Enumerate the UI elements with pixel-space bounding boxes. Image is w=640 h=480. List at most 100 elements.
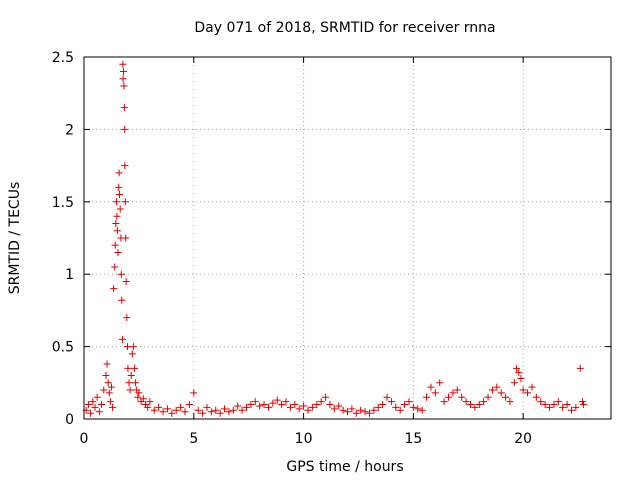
data-point (471, 403, 479, 411)
data-point (423, 393, 431, 401)
gridlines (84, 57, 611, 419)
data-point (87, 409, 95, 417)
data-point (105, 389, 113, 397)
data-point (123, 314, 131, 322)
data-point (563, 401, 571, 409)
data-point (528, 383, 536, 391)
data-point (291, 401, 299, 409)
y-tick-label: 0 (65, 412, 74, 428)
data-point (541, 401, 549, 409)
data-point (112, 220, 120, 228)
data-point (122, 277, 130, 285)
data-point (379, 401, 387, 409)
data-point (123, 343, 131, 351)
data-point (580, 401, 588, 409)
data-point (109, 403, 117, 411)
data-point (567, 406, 575, 414)
data-point (119, 60, 127, 68)
data-point (374, 403, 382, 411)
data-point (418, 406, 426, 414)
data-point (532, 393, 540, 401)
data-point (344, 408, 351, 416)
data-point (286, 403, 294, 411)
data-point (357, 406, 365, 414)
data-point (308, 403, 316, 411)
data-point (120, 82, 128, 90)
data-point (445, 393, 453, 401)
data-point (129, 343, 137, 351)
data-point (104, 379, 112, 387)
data-point (89, 398, 97, 406)
x-tick-label: 10 (295, 431, 313, 447)
data-point (113, 227, 121, 235)
data-point (111, 263, 119, 271)
data-point (414, 405, 422, 413)
data-point (106, 398, 114, 406)
data-point (159, 408, 167, 416)
data-point (392, 403, 400, 411)
data-point (493, 383, 501, 391)
data-point (144, 403, 152, 411)
data-point (462, 398, 470, 406)
data-point (121, 162, 129, 170)
data-point (120, 104, 128, 112)
data-point (502, 393, 510, 401)
data-point (488, 386, 496, 394)
data-point (401, 401, 409, 409)
data-point (453, 386, 461, 394)
data-point (251, 398, 259, 406)
x-tick-label: 20 (514, 431, 532, 447)
data-point (110, 285, 118, 293)
data-point (335, 402, 343, 410)
data-point (98, 401, 106, 409)
data-point (322, 393, 330, 401)
data-point (122, 234, 130, 242)
data-point (163, 405, 171, 413)
y-axis-label: SRMTID / TECUs (7, 182, 23, 295)
data-point (365, 409, 373, 417)
data-point (480, 398, 488, 406)
data-point (273, 396, 281, 404)
data-point (497, 389, 505, 397)
data-point (115, 183, 123, 191)
data-point (247, 401, 255, 409)
x-tick-label: 0 (80, 431, 89, 447)
data-point (295, 405, 303, 413)
data-point (326, 401, 334, 409)
data-point (300, 402, 308, 410)
data-point (199, 409, 207, 417)
data-point (466, 401, 474, 409)
data-point (578, 398, 586, 406)
data-point (117, 270, 125, 278)
data-point (431, 389, 439, 397)
data-point (134, 393, 142, 401)
data-point (126, 386, 134, 394)
data-point (510, 379, 518, 387)
data-point (513, 364, 521, 372)
data-point (458, 393, 466, 401)
data-point (84, 401, 92, 409)
data-point (190, 389, 198, 397)
data-point (269, 399, 277, 407)
data-point (242, 403, 250, 411)
x-tick-label: 15 (404, 431, 422, 447)
data-point (91, 403, 99, 411)
data-point (155, 403, 163, 411)
data-point (517, 374, 525, 382)
data-point (116, 205, 124, 213)
data-point (554, 398, 562, 406)
data-point (113, 212, 121, 220)
data-point (221, 405, 229, 413)
data-point (475, 401, 483, 409)
data-point (361, 408, 369, 416)
data-point (313, 401, 321, 409)
data-point (546, 403, 554, 411)
data-point (506, 398, 514, 406)
data-point (409, 403, 417, 411)
data-point (348, 405, 356, 413)
data-point (352, 409, 360, 417)
data-point (118, 296, 126, 304)
data-point (100, 386, 108, 394)
data-point (125, 379, 133, 387)
data-point (135, 389, 143, 397)
